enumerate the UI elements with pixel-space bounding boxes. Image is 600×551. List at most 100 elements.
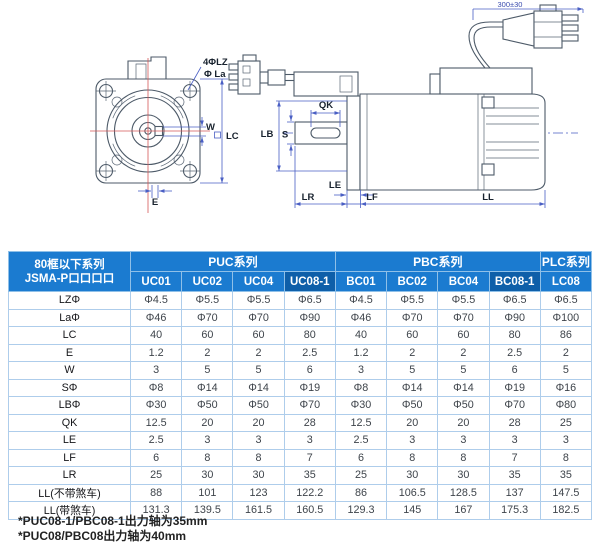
table-row: LE 2.5 3 3 3 2.5 3 3 3 3	[8, 431, 593, 450]
rear-block-step	[429, 73, 441, 95]
label-w: W	[206, 122, 215, 133]
square-symbol	[214, 131, 221, 139]
table-row: LZΦ Φ4.5 Φ5.5 Φ5.5 Φ6.5 Φ4.5 Φ5.5 Φ5.5 Φ6.5 Φ6.5	[8, 291, 593, 310]
table-cell: Φ4.5	[334, 291, 388, 310]
table-cell: Φ50	[181, 396, 234, 415]
row-label: LR	[8, 466, 131, 485]
table-cell: 5	[386, 361, 439, 380]
front-view: 4ΦLZ Φ La W LC E	[90, 56, 239, 213]
table-cell: 106.5	[386, 483, 439, 502]
table-cell: 30	[386, 466, 439, 485]
table-cell: Φ14	[181, 378, 234, 397]
table-cell: 80	[283, 326, 336, 345]
table-cell: Φ6.5	[283, 291, 336, 310]
label-cable-length: 300±30	[498, 0, 523, 9]
row-label: LL(带煞车)	[8, 501, 131, 520]
table-cell: 182.5	[539, 501, 593, 520]
label-lz-holes: 4ΦLZ	[203, 57, 228, 68]
table-cell: 60	[386, 326, 439, 345]
column-header-row: UC01 UC02 UC04 UC08-1 BC01 BC02 BC04 BC08-1 LC08	[9, 271, 593, 292]
table-cell: Φ50	[437, 396, 490, 415]
table-cell: Φ16	[539, 378, 593, 397]
row-label: LBΦ	[8, 396, 131, 415]
column-header-BC08-1: BC08-1	[488, 271, 541, 292]
table-cell: 3	[488, 431, 541, 450]
column-header-UC04: UC04	[232, 271, 285, 292]
label-lf: LF	[366, 192, 378, 203]
row-label: QK	[8, 413, 131, 432]
row-label: LZΦ	[8, 291, 131, 310]
table-cell: 1.2	[129, 343, 183, 362]
label-lr: LR	[302, 192, 315, 203]
table-cell: 86	[539, 326, 593, 345]
table-cell: 3	[181, 431, 234, 450]
footnote-1: *PUC08-1/PBC08-1出力轴为35mm	[18, 514, 208, 528]
table-cell: Φ6.5	[539, 291, 593, 310]
table-cell: 145	[386, 501, 439, 520]
table-cell: 3	[386, 431, 439, 450]
table-cell: 12.5	[129, 413, 183, 432]
table-row: LBΦ Φ30 Φ50 Φ50 Φ70 Φ30 Φ50 Φ50 Φ70 Φ80	[8, 396, 593, 415]
flange-plate	[346, 95, 361, 191]
table-cell: Φ46	[129, 308, 183, 327]
table-cell: 20	[181, 413, 234, 432]
table-row: SΦ Φ8 Φ14 Φ14 Φ19 Φ8 Φ14 Φ14 Φ19 Φ16	[8, 378, 593, 397]
table-cell: 35	[539, 466, 593, 485]
label-ll: LL	[482, 192, 494, 203]
motor-connector-bump	[127, 56, 167, 79]
table-cell: 7	[488, 448, 541, 467]
table-cell: 60	[181, 326, 234, 345]
row-label: W	[8, 361, 131, 380]
table-cell: 8	[386, 448, 439, 467]
rear-ribs	[481, 96, 539, 176]
series-header-PBC系列: PBC系列	[334, 251, 541, 272]
table-cell: Φ14	[386, 378, 439, 397]
table-row: LR 25 30 30 35 25 30 30 35 35	[8, 466, 593, 485]
table-cell: Φ19	[488, 378, 541, 397]
table-cell: 3	[129, 361, 183, 380]
series-header-PLC系列: PLC系列	[539, 251, 593, 272]
table-cell: 25	[334, 466, 388, 485]
table-cell: 28	[283, 413, 336, 432]
table-cell: 3	[437, 431, 490, 450]
table-cell: 8	[539, 448, 593, 467]
table-cell: 3	[539, 431, 593, 450]
table-cell: 1.2	[334, 343, 388, 362]
table-cell: 7	[283, 448, 336, 467]
table-row: LF 6 8 8 7 6 8 8 7 8	[8, 448, 593, 467]
table-cell: 86	[334, 483, 388, 502]
table-cell: 128.5	[437, 483, 490, 502]
spec-table: 80框以下系列 JSMA-P口口口口 PUC系列 PBC系列 PLC系列 UC01 UC02…	[8, 251, 593, 520]
label-le: LE	[329, 180, 341, 191]
table-row: LL(带煞车) 131.3 139.5 161.5 160.5 129.3 145 167 17…	[8, 501, 593, 520]
table-cell: 8	[181, 448, 234, 467]
table-cell: 161.5	[232, 501, 285, 520]
table-cell: 2.5	[129, 431, 183, 450]
table-cell: Φ70	[488, 396, 541, 415]
table-cell: 5	[181, 361, 234, 380]
table-cell: 2.5	[488, 343, 541, 362]
table-cell: 88	[129, 483, 183, 502]
table-cell: Φ5.5	[181, 291, 234, 310]
table-cell: Φ70	[386, 308, 439, 327]
power-cable-plug	[468, 4, 579, 69]
table-cell: 35	[488, 466, 541, 485]
table-cell: Φ46	[334, 308, 388, 327]
table-cell: Φ70	[181, 308, 234, 327]
table-cell: 40	[129, 326, 183, 345]
table-cell: 2	[437, 343, 490, 362]
side-view: 300±30 QK S LB LE	[228, 0, 584, 208]
table-cell: 2.5	[334, 431, 388, 450]
table-cell: 20	[437, 413, 490, 432]
column-header-UC02: UC02	[181, 271, 234, 292]
row-label: SΦ	[8, 378, 131, 397]
table-cell: Φ30	[334, 396, 388, 415]
row-label: LL(不带煞车)	[8, 483, 131, 502]
table-cell: Φ8	[334, 378, 388, 397]
table-cell: 123	[232, 483, 285, 502]
table-cell: 6	[283, 361, 336, 380]
label-qk: QK	[319, 100, 333, 111]
spec-table-head: 80框以下系列 JSMA-P口口口口 PUC系列 PBC系列 PLC系列 UC01 UC02…	[8, 251, 593, 292]
label-e: E	[152, 197, 158, 208]
